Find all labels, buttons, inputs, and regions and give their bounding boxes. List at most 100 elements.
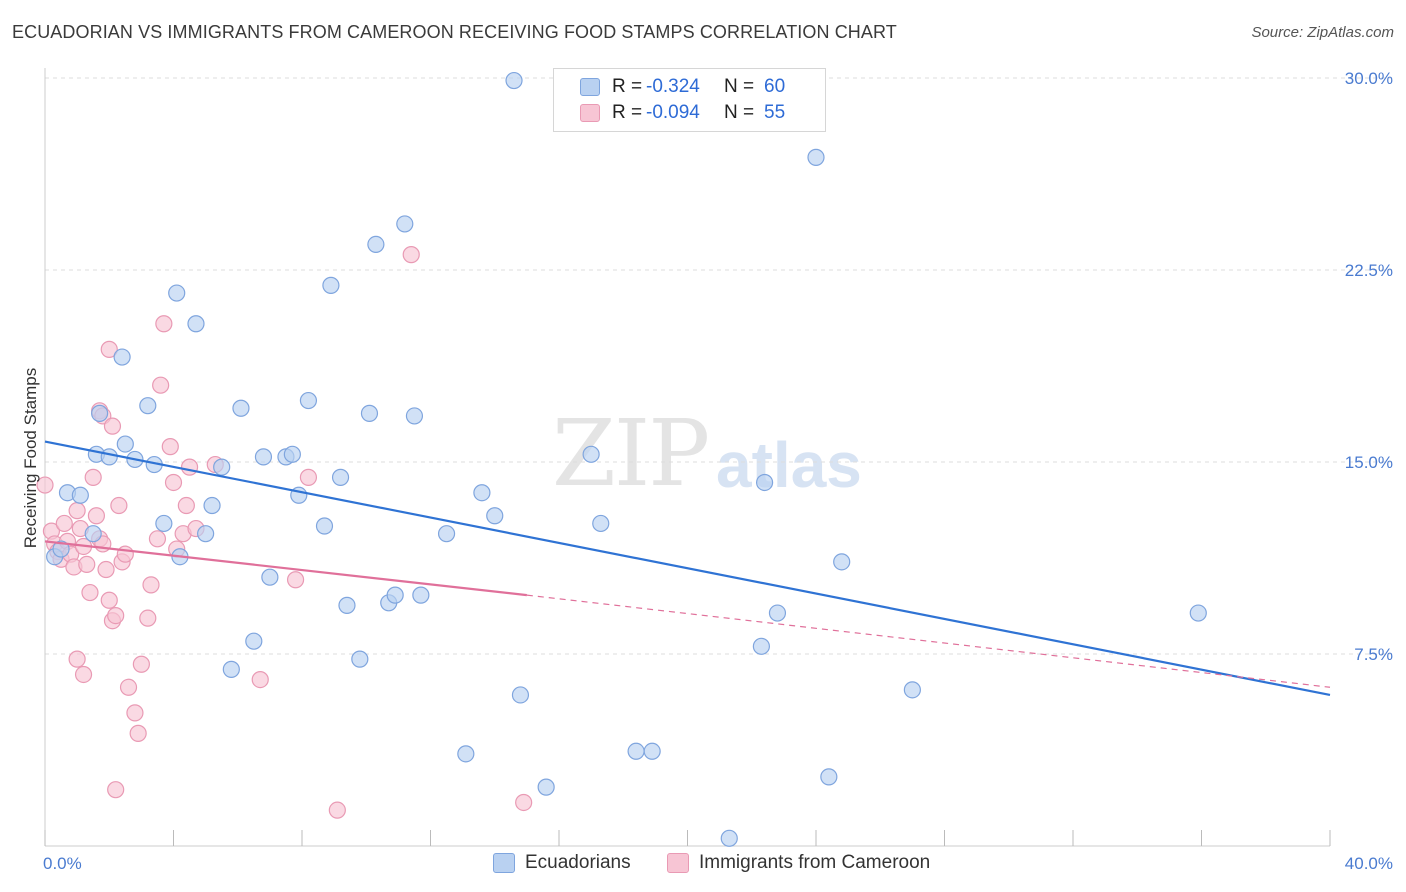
ecuadorian-point bbox=[261, 568, 279, 586]
trend-lines bbox=[44, 440, 1331, 697]
cameroon-point bbox=[110, 496, 128, 515]
cameroon-point bbox=[100, 340, 118, 358]
cameroon-point bbox=[68, 502, 86, 520]
r-value: -0.094 bbox=[646, 102, 700, 123]
ecuadorian-point bbox=[315, 517, 334, 535]
y-tick-label: 7.5% bbox=[1354, 645, 1393, 664]
ecuadorian-point bbox=[139, 397, 157, 415]
ecuadorian-point bbox=[232, 399, 250, 417]
n-value: 55 bbox=[764, 102, 786, 123]
ecuadorian-point bbox=[283, 445, 301, 463]
cameroon-point bbox=[152, 376, 170, 394]
cameroon-point bbox=[81, 583, 99, 602]
cameroon-point bbox=[155, 315, 173, 333]
cameroon-point bbox=[148, 530, 167, 548]
ecuadorian-point bbox=[511, 686, 530, 704]
cameroon-point bbox=[286, 571, 305, 589]
cameroon-point bbox=[515, 793, 533, 812]
cameroon-trend-line bbox=[44, 540, 527, 597]
cameroon-point bbox=[55, 514, 73, 533]
cameroon-point bbox=[36, 476, 54, 494]
ecuadorian-point bbox=[627, 742, 645, 760]
ecuadorian-point bbox=[386, 586, 404, 604]
legend-label: Immigrants from Cameroon bbox=[699, 852, 931, 873]
r-value: -0.324 bbox=[646, 76, 700, 97]
ecuadorian-point bbox=[486, 507, 504, 525]
ecuadorian-point bbox=[405, 407, 424, 425]
blue-swatch bbox=[580, 78, 600, 96]
ecuadorian-point bbox=[351, 650, 369, 668]
ecuadorian-point bbox=[245, 632, 263, 650]
legend-item-ecuadorians[interactable]: Ecuadorians bbox=[493, 852, 631, 874]
cameroon-point bbox=[68, 650, 86, 668]
ecuadorian-point bbox=[820, 768, 838, 786]
ecuadorian-point bbox=[437, 525, 456, 543]
ecuadorian-point bbox=[116, 435, 134, 453]
ecuadorian-point bbox=[187, 315, 205, 333]
ecuadorian-point bbox=[720, 829, 738, 847]
ecuadorian-point bbox=[755, 473, 774, 492]
ecuadorian-point bbox=[592, 514, 610, 533]
cameroon-point bbox=[299, 468, 318, 486]
ecuadorian-point bbox=[222, 660, 240, 678]
y-tick-label: 30.0% bbox=[1345, 69, 1393, 88]
ecuadorian-point bbox=[168, 284, 186, 302]
ecuadorian-point bbox=[213, 458, 231, 476]
cameroon-point bbox=[97, 560, 115, 579]
cameroon-point bbox=[107, 606, 125, 625]
cameroon-trend-extension bbox=[526, 594, 1331, 688]
x-tick-label: 0.0% bbox=[43, 854, 82, 873]
correlation-legend: R = -0.324 N = 60 R = -0.094 N = 55 bbox=[553, 68, 826, 132]
y-tick-label: 22.5% bbox=[1345, 261, 1393, 280]
ecuadorian-point bbox=[197, 525, 215, 543]
ecuadorian-point bbox=[155, 514, 173, 533]
grid-lines bbox=[45, 77, 1392, 655]
y-axis-label: Receiving Food Stamps bbox=[21, 368, 40, 548]
cameroon-point bbox=[126, 704, 144, 722]
y-tick-label: 15.0% bbox=[1345, 453, 1393, 472]
pink-swatch bbox=[667, 853, 689, 873]
ecuadorian-point bbox=[367, 235, 385, 253]
cameroon-point bbox=[103, 417, 122, 435]
cameroon-point bbox=[139, 609, 157, 627]
cameroon-point bbox=[74, 665, 93, 684]
chart-title: ECUADORIAN VS IMMIGRANTS FROM CAMEROON R… bbox=[12, 22, 897, 42]
legend-label: Ecuadorians bbox=[525, 852, 631, 873]
ecuadorian-point bbox=[752, 637, 770, 655]
ecuadorian-point bbox=[113, 348, 131, 366]
cameroon-points bbox=[36, 246, 533, 819]
ecuadorian-trend-line bbox=[44, 440, 1331, 697]
cameroon-point bbox=[164, 473, 183, 492]
pink-swatch bbox=[580, 104, 600, 122]
x-tick-label: 40.0% bbox=[1345, 854, 1393, 873]
ecuadorian-point bbox=[254, 448, 273, 466]
cameroon-point bbox=[100, 591, 118, 609]
ecuadorian-points bbox=[46, 71, 1207, 847]
ecuadorian-point bbox=[338, 596, 356, 614]
ecuadorian-point bbox=[457, 745, 475, 763]
cameroon-point bbox=[328, 801, 346, 819]
n-value: 60 bbox=[764, 76, 786, 97]
legend-row-ecuadorians: R = -0.324 N = 60 bbox=[580, 74, 785, 100]
n-label: N = bbox=[724, 76, 755, 97]
cameroon-point bbox=[119, 678, 138, 696]
ecuadorian-point bbox=[903, 681, 921, 699]
cameroon-point bbox=[116, 545, 134, 563]
source-label: Source: ZipAtlas.com bbox=[1251, 24, 1394, 41]
ecuadorian-point bbox=[84, 525, 102, 543]
cameroon-point bbox=[180, 458, 199, 476]
cameroon-point bbox=[129, 724, 147, 742]
ecuadorian-point bbox=[360, 404, 379, 422]
ecuadorian-point bbox=[396, 215, 414, 233]
ecuadorian-point bbox=[505, 71, 523, 90]
legend-item-cameroon[interactable]: Immigrants from Cameroon bbox=[667, 852, 930, 874]
ecuadorian-point bbox=[807, 148, 825, 166]
ecuadorian-point bbox=[71, 486, 89, 504]
axes bbox=[44, 68, 1331, 847]
n-label: N = bbox=[724, 102, 755, 123]
watermark-atlas: atlas bbox=[716, 429, 862, 501]
cameroon-point bbox=[251, 670, 269, 689]
ecuadorian-point bbox=[473, 484, 491, 502]
ecuadorian-point bbox=[52, 540, 70, 558]
